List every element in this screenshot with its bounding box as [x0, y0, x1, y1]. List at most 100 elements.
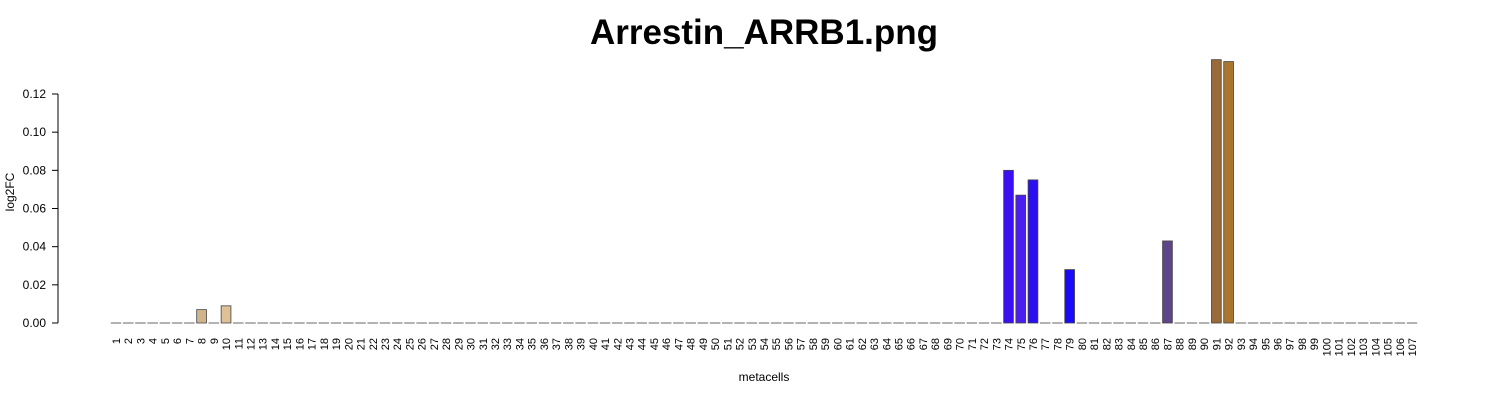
x-tick-label: 40: [588, 338, 600, 350]
x-tick-label: 94: [1248, 338, 1260, 350]
x-tick-label: 51: [722, 338, 734, 350]
x-tick-label: 28: [441, 338, 453, 350]
x-axis-label: metacells: [739, 370, 790, 384]
x-tick-label: 36: [539, 338, 551, 350]
x-tick-label: 81: [1089, 338, 1101, 350]
x-tick-label: 106: [1395, 338, 1407, 356]
x-tick-label: 93: [1236, 338, 1248, 350]
x-tick-label: 31: [478, 338, 490, 350]
x-tick-label: 22: [368, 338, 380, 350]
x-tick-label: 30: [466, 338, 478, 350]
x-tick-label: 14: [270, 338, 282, 350]
x-tick-label: 21: [356, 338, 368, 350]
x-tick-label: 98: [1297, 338, 1309, 350]
bar: [1064, 269, 1075, 324]
bar: [196, 309, 207, 324]
x-tick-label: 8: [197, 338, 209, 344]
y-tick-label: 0.06: [23, 202, 47, 216]
x-tick-label: 88: [1175, 338, 1187, 350]
x-tick-label: 63: [869, 338, 881, 350]
y-tick-label: 0.12: [23, 87, 47, 101]
x-tick-label: 58: [808, 338, 820, 350]
x-tick-label: 4: [148, 338, 160, 344]
x-tick-label: 45: [649, 338, 661, 350]
bar: [1015, 194, 1027, 324]
x-tick-label: 52: [735, 338, 747, 350]
x-tick-label: 16: [294, 338, 306, 350]
x-tick-label: 83: [1114, 338, 1126, 350]
x-tick-label: 2: [123, 338, 135, 344]
x-tick-label: 85: [1138, 338, 1150, 350]
y-tick-label: 0.10: [23, 125, 47, 139]
x-tick-label: 59: [820, 338, 832, 350]
x-tick-label: 87: [1162, 338, 1174, 350]
x-tick-label: 7: [184, 338, 196, 344]
x-tick-label: 38: [563, 338, 575, 350]
x-tick-label: 62: [857, 338, 869, 350]
x-tick-label: 104: [1370, 338, 1382, 356]
x-tick-label: 35: [527, 338, 539, 350]
x-tick-label: 3: [135, 338, 147, 344]
x-tick-label: 64: [881, 338, 893, 350]
x-tick-label: 72: [979, 338, 991, 350]
x-tick-label: 75: [1016, 338, 1028, 350]
x-tick-label: 15: [282, 338, 294, 350]
x-tick-label: 84: [1126, 338, 1138, 350]
x-tick-label: 23: [380, 338, 392, 350]
x-tick-label: 1: [111, 338, 123, 344]
x-tick-label: 68: [930, 338, 942, 350]
x-tick-label: 90: [1199, 338, 1211, 350]
x-tick-label: 49: [698, 338, 710, 350]
bar: [220, 305, 232, 324]
y-tick-label: 0.02: [23, 278, 47, 292]
y-tick-label: 0.00: [23, 316, 47, 330]
x-tick-label: 9: [209, 338, 221, 344]
chart-title: Arrestin_ARRB1.png: [590, 13, 938, 52]
x-tick-label: 89: [1187, 338, 1199, 350]
x-tick-label: 47: [673, 338, 685, 350]
x-tick-label: 33: [502, 338, 514, 350]
x-tick-label: 25: [404, 338, 416, 350]
x-tick-label: 48: [686, 338, 698, 350]
x-tick-label: 12: [245, 338, 257, 350]
x-tick-label: 71: [967, 338, 979, 350]
x-tick-label: 99: [1309, 338, 1321, 350]
x-tick-label: 20: [343, 338, 355, 350]
x-tick-label: 73: [991, 338, 1003, 350]
x-tick-label: 26: [417, 338, 429, 350]
x-tick-label: 6: [172, 338, 184, 344]
x-tick-label: 41: [600, 338, 612, 350]
x-tick-label: 102: [1346, 338, 1358, 356]
x-tick-label: 82: [1101, 338, 1113, 350]
x-tick-label: 42: [612, 338, 624, 350]
x-tick-label: 65: [893, 338, 905, 350]
x-tick-label: 54: [759, 338, 771, 350]
x-tick-label: 19: [331, 338, 343, 350]
x-tick-label: 101: [1334, 338, 1346, 356]
y-tick-label: 0.08: [23, 163, 47, 177]
x-tick-label: 79: [1065, 338, 1077, 350]
x-tick-label: 55: [771, 338, 783, 350]
x-tick-label: 97: [1285, 338, 1297, 350]
x-tick-label: 10: [221, 338, 233, 350]
x-tick-label: 61: [845, 338, 857, 350]
bar: [1162, 240, 1173, 324]
x-tick-label: 57: [796, 338, 808, 350]
x-tick-label: 66: [906, 338, 918, 350]
x-tick-label: 86: [1150, 338, 1162, 350]
x-tick-label: 56: [783, 338, 795, 350]
x-tick-label: 37: [551, 338, 563, 350]
x-tick-label: 29: [453, 338, 465, 350]
x-tick-label: 34: [514, 338, 526, 350]
x-tick-label: 13: [258, 338, 270, 350]
x-tick-label: 76: [1028, 338, 1040, 350]
x-tick-label: 27: [429, 338, 441, 350]
x-tick-label: 32: [490, 338, 502, 350]
x-tick-label: 67: [918, 338, 930, 350]
x-tick-label: 74: [1004, 338, 1016, 350]
x-tick-label: 91: [1211, 338, 1223, 350]
bar: [1003, 169, 1014, 324]
x-tick-label: 103: [1358, 338, 1370, 356]
x-tick-label: 70: [955, 338, 967, 350]
